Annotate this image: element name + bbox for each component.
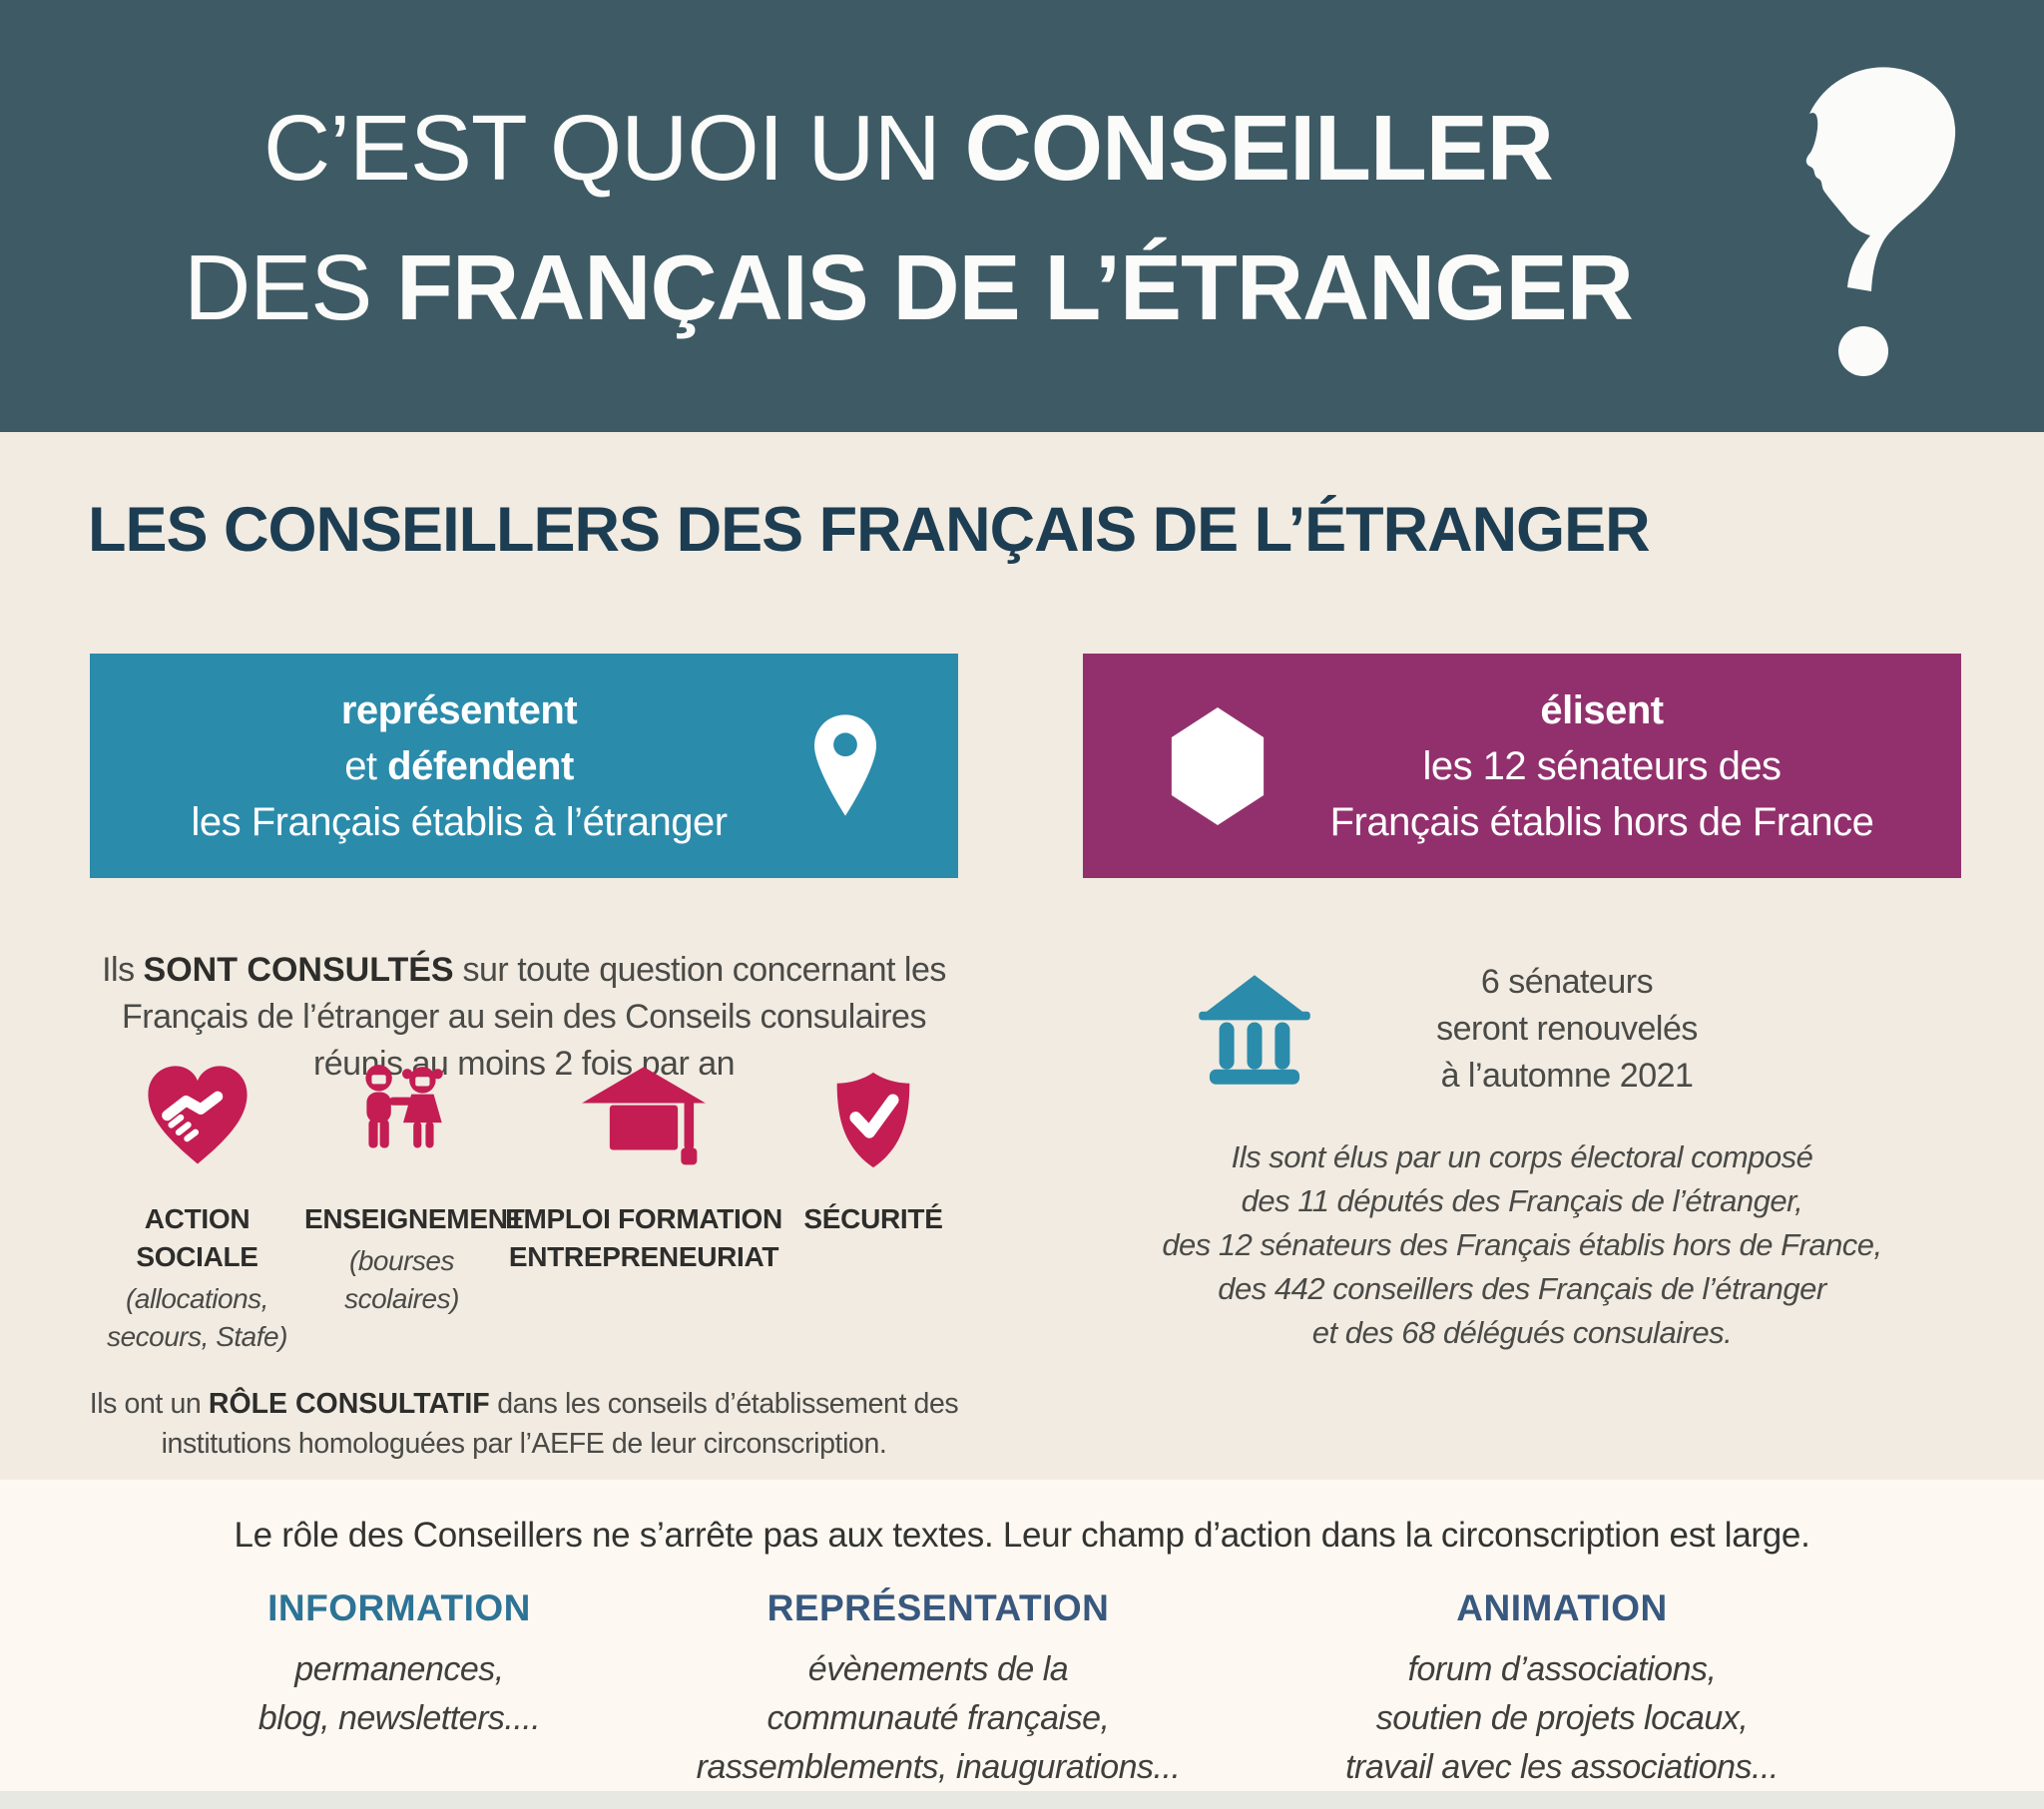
column-lines: permanences, blog, newsletters....	[257, 1650, 541, 1737]
domain-emploi-formation: EMPLOI FORMATION ENTREPRENEURIAT	[499, 1053, 788, 1356]
electoral-college-text: Ils sont élus par un corps électoral com…	[1162, 1139, 1882, 1350]
domain-subtitle: (allocations, secours, Stafe)	[107, 1283, 287, 1352]
column-title: INFORMATION	[267, 1587, 531, 1628]
elect-card: élisent les 12 sénateurs des Français ét…	[1083, 654, 1961, 878]
column-representation: REPRÉSENTATION évènements de la communau…	[639, 1587, 1238, 1792]
domain-enseignement: ENSEIGNEMENT (bourses scolaires)	[304, 1053, 525, 1356]
title-line-1: C’EST QUOI UN CONSEILLER	[263, 96, 1554, 200]
domain-title: SÉCURITÉ	[803, 1203, 943, 1234]
footer-strip	[0, 1791, 2044, 1809]
column-lines: forum d’associations, soutien de projets…	[1345, 1650, 1779, 1786]
domain-title: ACTION SOCIALE	[136, 1203, 258, 1272]
represent-card: représentent et défendent les Français é…	[90, 654, 958, 878]
senators-renewal-text: 6 sénateurs seront renouvelés à l’automn…	[1436, 963, 1698, 1095]
represent-card-text: représentent et défendent les Français é…	[191, 687, 728, 844]
domain-securite: SÉCURITÉ	[788, 1053, 958, 1356]
domain-title: ENSEIGNEMENT	[304, 1203, 525, 1234]
bottom-band: Le rôle des Conseillers ne s’arrête pas …	[0, 1480, 2044, 1791]
column-animation: ANIMATION forum d’associations, soutien …	[1253, 1587, 1871, 1792]
column-lines: évènements de la communauté française, r…	[696, 1650, 1181, 1786]
shield-check-icon	[836, 1072, 910, 1168]
heart-handshake-icon	[147, 1066, 248, 1164]
column-title: REPRÉSENTATION	[766, 1587, 1110, 1628]
section-heading: LES CONSEILLERS DES FRANÇAIS DE L’ÉTRANG…	[88, 495, 1651, 565]
title-line-2: DES FRANÇAIS DE L’ÉTRANGER	[184, 235, 1634, 339]
bank-icon	[1199, 975, 1310, 1085]
location-pin-icon	[814, 713, 876, 816]
domain-subtitle: (bourses scolaires)	[344, 1245, 459, 1314]
domain-title: EMPLOI FORMATION ENTREPRENEURIAT	[505, 1203, 782, 1272]
domain-list: ACTION SOCIALE (allocations, secours, St…	[90, 1053, 958, 1356]
header-band: C’EST QUOI UN CONSEILLER DES FRANÇAIS DE…	[0, 0, 2044, 432]
page-title: C’EST QUOI UN CONSEILLER DES FRANÇAIS DE…	[40, 78, 1777, 357]
role-note: Ils ont un RÔLE CONSULTATIF dans les con…	[89, 1387, 959, 1460]
children-icon	[364, 1065, 443, 1148]
graduation-cap-icon	[582, 1067, 706, 1165]
main-section: LES CONSEILLERS DES FRANÇAIS DE L’ÉTRANG…	[0, 432, 2044, 1480]
column-information: INFORMATION permanences, blog, newslette…	[120, 1587, 679, 1743]
question-mark-face-icon	[1805, 67, 1956, 376]
domain-action-sociale: ACTION SOCIALE (allocations, secours, St…	[90, 1053, 304, 1356]
column-title: ANIMATION	[1456, 1587, 1668, 1628]
elect-card-text: élisent les 12 sénateurs des Français ét…	[1329, 687, 1874, 844]
hexagon-icon	[1171, 706, 1265, 825]
bottom-intro: Le rôle des Conseillers ne s’arrête pas …	[234, 1516, 1810, 1555]
